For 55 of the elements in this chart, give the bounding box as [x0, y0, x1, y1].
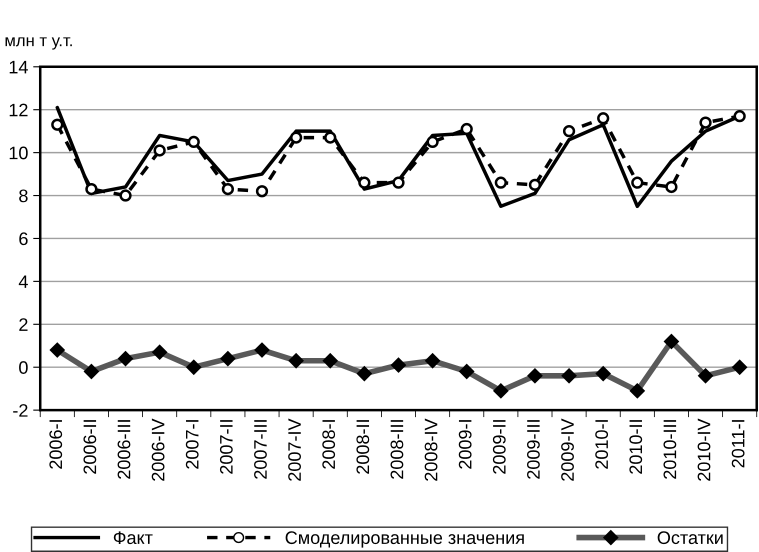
legend-label: Факт [114, 531, 153, 544]
point [562, 125, 576, 138]
x-tick-label: 2010-II [629, 420, 642, 474]
x-tick-label: 2010-IV [698, 418, 710, 481]
y-axis-title: млн т у.т. [6, 37, 72, 50]
y-tick-label: 8 [19, 189, 28, 202]
point [665, 180, 678, 194]
point [51, 118, 64, 131]
point [358, 176, 370, 189]
y-tick-label: 12 [10, 104, 28, 116]
point [528, 178, 542, 191]
legend-label: Смоделированные значения [286, 531, 524, 548]
point [222, 182, 234, 196]
x-tick-label: 2006-I [49, 420, 62, 469]
point [699, 116, 712, 129]
x-tick-label: 2009-II [492, 420, 506, 474]
y-tick-label: 0 [19, 361, 28, 374]
y-tick-label: 10 [10, 146, 28, 160]
point [494, 176, 507, 189]
x-tick-label: 2007-II [220, 420, 233, 474]
x-tick-label: 2009-I [458, 420, 472, 469]
point [426, 136, 439, 148]
y-tick-label: 6 [19, 232, 28, 246]
x-tick-label: 2011-I [732, 420, 745, 468]
point [734, 110, 746, 122]
x-tick-label: 2006-II [83, 420, 96, 474]
point [460, 122, 473, 136]
point [154, 144, 166, 157]
legend-label: Остатки [658, 531, 723, 544]
y-tick-label: 14 [10, 60, 28, 74]
x-tick-label: 2007-III [254, 420, 267, 479]
point [85, 182, 98, 196]
point [256, 185, 268, 198]
x-tick-label: 2008-II [356, 420, 370, 474]
y-tick-label: -2 [13, 404, 28, 417]
x-tick-label: 2006-IV [152, 418, 164, 481]
x-tick-label: 2009-IV [561, 418, 574, 481]
x-tick-label: 2007-IV [288, 418, 301, 481]
point [119, 189, 132, 202]
point [631, 176, 644, 189]
point [392, 176, 405, 189]
x-tick-label: 2010-I [595, 420, 608, 469]
x-tick-label: 2008-I [322, 420, 336, 469]
point [324, 131, 336, 144]
y-tick-label: 4 [18, 276, 28, 288]
x-tick-label: 2006-III [118, 420, 130, 479]
x-tick-label: 2010-III [663, 420, 676, 479]
y-tick-label: 2 [19, 318, 28, 331]
x-tick-label: 2008-III [390, 420, 404, 479]
x-tick-label: 2009-III [527, 420, 540, 479]
point [290, 131, 302, 144]
point [188, 136, 200, 148]
x-tick-label: 2007-I [186, 420, 199, 469]
x-tick-label: 2008-IV [424, 418, 438, 481]
point [597, 112, 610, 124]
